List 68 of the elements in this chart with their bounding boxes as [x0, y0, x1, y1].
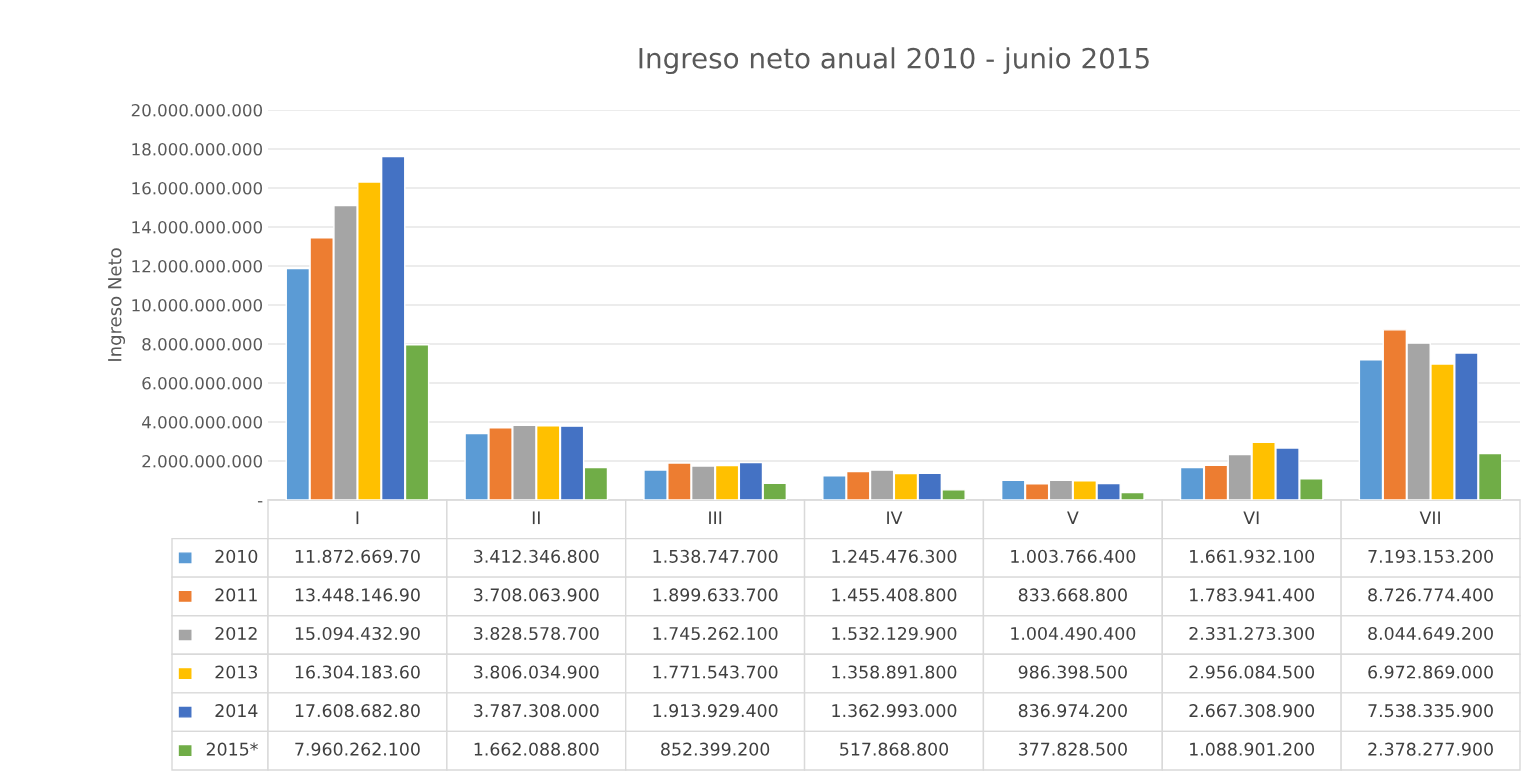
y-tick-label: 2.000.000.000	[142, 454, 263, 468]
x-tick-label: VII	[1419, 511, 1440, 525]
data-label: 986.398.500	[1018, 665, 1127, 679]
data-label: 1.004.490.400	[1011, 626, 1136, 641]
data-label: 852.399.200	[661, 742, 770, 756]
legend-label: 2012	[215, 626, 257, 641]
y-tick-label: 6.000.000.000	[142, 376, 263, 390]
data-label: 15.094.432.90	[295, 626, 420, 641]
data-label: 1.661.932.100	[1190, 549, 1315, 563]
y-tick-label: 20.000.000.000	[131, 103, 263, 117]
data-label: 1.455.408.800	[832, 588, 957, 602]
data-label: 8.044.649.200	[1368, 626, 1493, 641]
y-tick-label: 12.000.000.000	[132, 259, 263, 273]
data-label: 3.806.034.900	[474, 665, 599, 679]
data-label: 1.358.891.800	[832, 665, 957, 679]
data-label: 377.828.500	[1018, 742, 1127, 756]
data-label: 1.662.088.800	[474, 742, 599, 756]
x-tick-label: III	[709, 511, 722, 525]
data-label: 3.828.578.700	[474, 626, 599, 641]
data-label: 1.362.993.000	[832, 704, 957, 718]
data-label: 7.538.335.900	[1368, 704, 1493, 718]
y-axis-title: Ingreso Neto	[108, 248, 126, 361]
data-label: 3.708.063.900	[474, 588, 599, 602]
data-label: 3.787.308.000	[474, 704, 599, 718]
data-label: 16.304.183.60	[295, 665, 420, 679]
data-label: 13.448.146.90	[295, 588, 420, 602]
data-label: 517.868.800	[840, 742, 949, 756]
legend-label: 2013	[215, 665, 258, 679]
y-tick-label: 18.000.000.000	[132, 142, 263, 156]
legend-label: 2014	[215, 704, 258, 718]
data-label: 1.783.941.400	[1190, 588, 1315, 602]
data-label: 2.331.273.300	[1189, 626, 1315, 641]
data-label: 1.899.633.700	[653, 588, 778, 602]
data-label: 833.668.800	[1018, 588, 1127, 602]
x-tick-label: V	[1067, 511, 1079, 525]
data-label: 1.745.262.100	[653, 626, 778, 641]
y-tick-label: 14.000.000.000	[132, 220, 263, 234]
y-tick-label: 16.000.000.000	[132, 181, 263, 195]
x-tick-label: VI	[1243, 511, 1259, 525]
data-label: 7.960.262.100	[295, 742, 420, 756]
y-tick-label: 8.000.000.000	[142, 337, 263, 351]
y-tick-label: 10.000.000.000	[132, 298, 263, 312]
data-label: 2.956.084.500	[1189, 665, 1315, 679]
y-tick-label: -	[257, 501, 263, 503]
x-tick-label: I	[356, 511, 359, 525]
data-label: 2.667.308.900	[1189, 704, 1315, 718]
data-label: 2.378.277.900	[1368, 742, 1493, 756]
data-label: 1.913.929.400	[653, 704, 778, 718]
data-label: 7.193.153.200	[1368, 549, 1493, 563]
y-tick-label: 4.000.000.000	[142, 415, 263, 429]
data-label: 1.245.476.300	[832, 549, 957, 563]
data-label: 1.088.901.200	[1190, 742, 1315, 756]
data-label: 1.003.766.400	[1011, 549, 1136, 563]
data-label: 8.726.774.400	[1368, 588, 1493, 602]
legend-label: 2010	[215, 549, 258, 563]
data-label: 3.412.346.800	[474, 549, 599, 563]
data-label: 1.771.543.700	[653, 665, 778, 679]
data-label: 1.538.747.700	[653, 549, 778, 563]
data-label: 11.872.669.70	[295, 549, 420, 563]
data-label: 17.608.682.80	[295, 704, 420, 718]
x-tick-label: II	[532, 511, 540, 525]
legend-label: 2015*	[206, 742, 258, 756]
x-tick-label: IV	[887, 511, 903, 525]
data-label: 1.532.129.900	[832, 626, 957, 641]
data-label: 6.972.869.000	[1368, 665, 1493, 679]
legend-label: 2011	[215, 588, 257, 602]
data-label: 836.974.200	[1018, 704, 1127, 718]
chart-title: Ingreso neto anual 2010 - junio 2015	[639, 47, 1149, 75]
